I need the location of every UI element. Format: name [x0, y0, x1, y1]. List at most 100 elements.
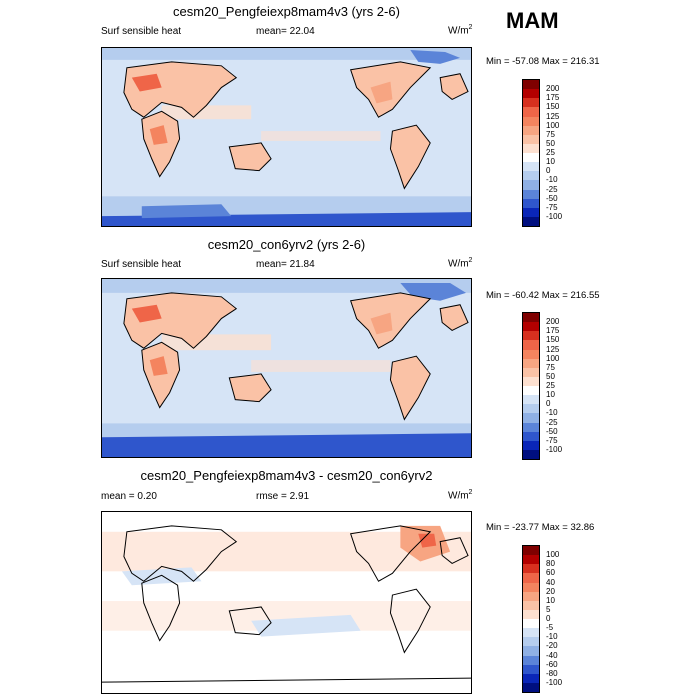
colorbar-swatch	[523, 180, 539, 190]
colorbar-swatch	[523, 162, 539, 172]
colorbar-tick-label: 50	[546, 138, 555, 148]
colorbar-swatch	[523, 153, 539, 163]
colorbar-swatch	[523, 216, 539, 226]
panel-1-min-max: Min = -57.08 Max = 216.31	[486, 56, 600, 67]
colorbar-swatch	[523, 331, 539, 341]
colorbar-tick-label: -100	[546, 677, 563, 687]
colorbar-swatch	[523, 358, 539, 368]
colorbar-swatch	[523, 673, 539, 683]
panel-3-rmse-label: rmse = 2.91	[256, 491, 310, 502]
panel-3-colorbar	[522, 545, 540, 693]
colorbar-tick-label: 100	[546, 353, 560, 363]
panel-1-variable-label: Surf sensible heat	[101, 26, 182, 37]
colorbar-tick-label: 100	[546, 120, 560, 130]
colorbar-tick-label: 0	[546, 399, 551, 409]
colorbar-swatch	[523, 582, 539, 592]
colorbar-tick-label: -80	[546, 668, 558, 678]
colorbar-tick-label: -100	[546, 444, 563, 454]
colorbar-tick-label: 75	[546, 129, 555, 139]
colorbar-swatch	[523, 198, 539, 208]
colorbar-swatch	[523, 628, 539, 638]
colorbar-swatch	[523, 404, 539, 414]
colorbar-tick-label: 20	[546, 586, 555, 596]
colorbar-swatch	[523, 171, 539, 181]
colorbar-swatch	[523, 431, 539, 441]
colorbar-tick-label: -75	[546, 435, 558, 445]
colorbar-tick-label: -5	[546, 623, 554, 633]
colorbar-tick-label: -60	[546, 659, 558, 669]
colorbar-tick-label: -25	[546, 184, 558, 194]
colorbar-swatch	[523, 395, 539, 405]
colorbar-tick-label: 5	[546, 604, 551, 614]
colorbar-swatch	[523, 591, 539, 601]
panel-3-map	[101, 511, 472, 694]
colorbar-swatch	[523, 449, 539, 459]
panel-2-mean-label: mean= 21.84	[256, 259, 315, 270]
colorbar-swatch	[523, 664, 539, 674]
colorbar-swatch	[523, 555, 539, 565]
panel-1-title: cesm20_Pengfeiexp8mam4v3 (yrs 2-6)	[173, 4, 400, 19]
panel-1-mean-label: mean= 22.04	[256, 26, 315, 37]
colorbar-tick-label: -40	[546, 650, 558, 660]
colorbar-swatch	[523, 313, 539, 323]
colorbar-swatch	[523, 422, 539, 432]
panel-2-map	[101, 278, 472, 458]
season-label: MAM	[506, 8, 559, 33]
colorbar-swatch	[523, 600, 539, 610]
panel-1-units: W/m2	[448, 24, 473, 37]
colorbar-swatch	[523, 116, 539, 126]
colorbar-tick-label: 150	[546, 102, 560, 112]
colorbar-swatch	[523, 573, 539, 583]
colorbar-tick-label: 10	[546, 390, 555, 400]
colorbar-tick-label: 40	[546, 577, 555, 587]
colorbar-swatch	[523, 609, 539, 619]
panel-2-min-max: Min = -60.42 Max = 216.55	[486, 290, 600, 301]
colorbar-swatch	[523, 98, 539, 108]
colorbar-swatch	[523, 386, 539, 396]
colorbar-tick-label: 150	[546, 335, 560, 345]
colorbar-swatch	[523, 655, 539, 665]
colorbar-tick-label: 25	[546, 148, 555, 157]
colorbar-tick-label: 0	[546, 614, 551, 623]
colorbar-tick-label: 125	[546, 344, 560, 354]
colorbar-swatch	[523, 80, 539, 90]
colorbar-tick-label: -20	[546, 641, 558, 651]
colorbar-swatch	[523, 376, 539, 386]
colorbar-tick-label: -100	[546, 211, 563, 221]
colorbar-swatch	[523, 440, 539, 450]
colorbar-tick-label: 60	[546, 568, 555, 578]
colorbar-swatch	[523, 134, 539, 144]
colorbar-tick-label: 10	[546, 157, 555, 167]
colorbar-tick-label: 125	[546, 111, 560, 121]
colorbar-tick-label: 25	[546, 381, 555, 390]
colorbar-swatch	[523, 125, 539, 135]
colorbar-swatch	[523, 564, 539, 574]
panel-1-colorbar	[522, 79, 540, 227]
colorbar-swatch	[523, 637, 539, 647]
colorbar-swatch	[523, 367, 539, 377]
colorbar-tick-label: 0	[546, 166, 551, 176]
colorbar-tick-label: 175	[546, 93, 560, 103]
panel-2-title: cesm20_con6yrv2 (yrs 2-6)	[207, 237, 366, 252]
colorbar-swatch	[523, 682, 539, 692]
panel-2-units: W/m2	[448, 257, 473, 270]
panel-2-variable-label: Surf sensible heat	[101, 259, 182, 270]
colorbar-tick-label: 50	[546, 371, 555, 381]
colorbar-tick-label: -10	[546, 175, 558, 185]
colorbar-tick-label: 200	[546, 84, 560, 94]
colorbar-swatch	[523, 413, 539, 423]
panel-3-mean-label: mean = 0.20	[101, 491, 157, 502]
panel-2-colorbar	[522, 312, 540, 460]
colorbar-swatch	[523, 546, 539, 556]
colorbar-tick-label: -10	[546, 632, 558, 642]
colorbar-swatch	[523, 107, 539, 117]
colorbar-tick-label: -25	[546, 417, 558, 427]
colorbar-swatch	[523, 322, 539, 332]
colorbar-swatch	[523, 646, 539, 656]
colorbar-tick-label: 10	[546, 595, 555, 605]
panel-3-title: cesm20_Pengfeiexp8mam4v3 - cesm20_con6yr…	[140, 468, 433, 483]
colorbar-swatch	[523, 349, 539, 359]
colorbar-swatch	[523, 340, 539, 350]
colorbar-tick-label: 75	[546, 362, 555, 372]
colorbar-tick-label: -50	[546, 193, 558, 203]
